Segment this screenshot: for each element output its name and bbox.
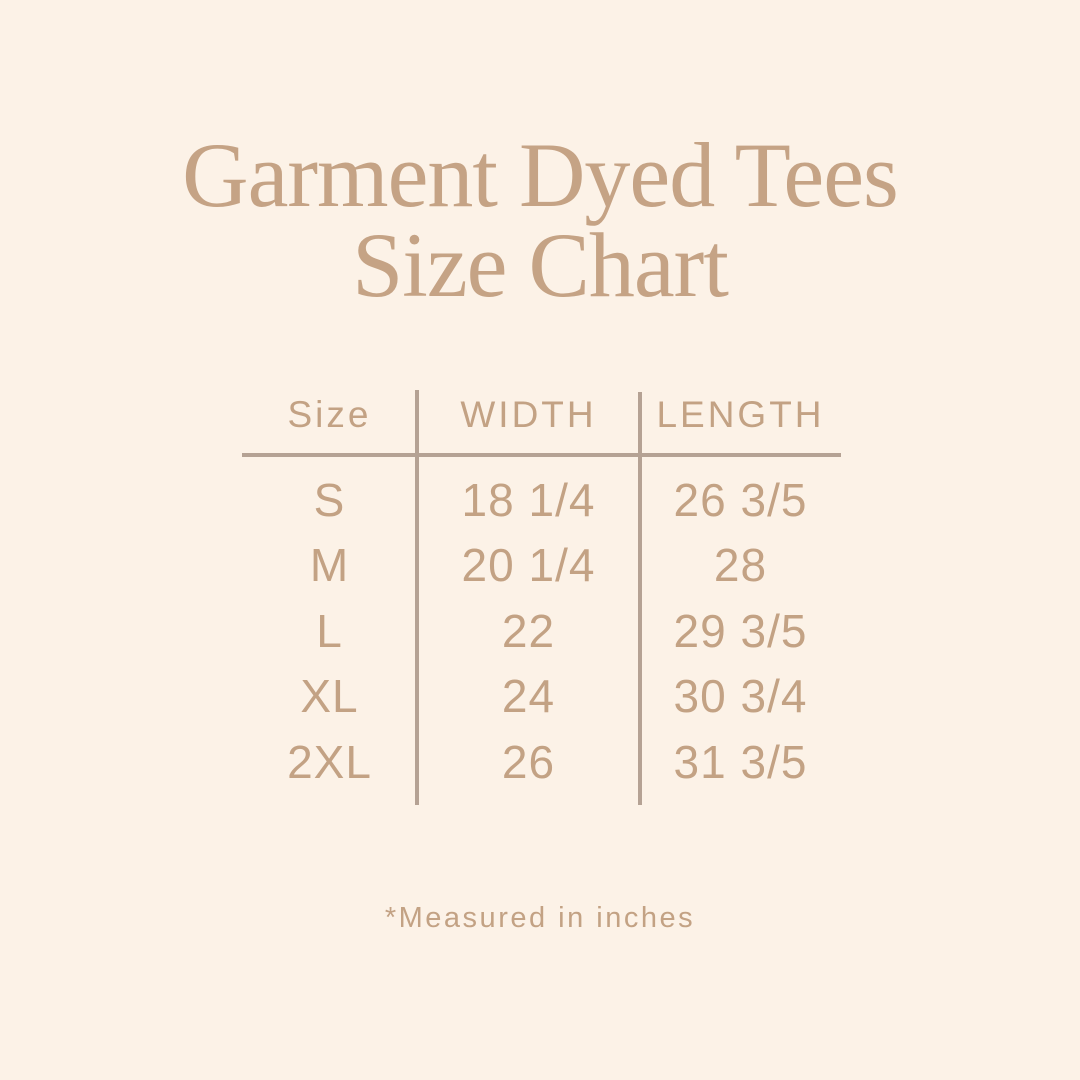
size-table-body: S 18 1/4 26 3/5 M 20 1/4 28 L 22 29 3/5 … bbox=[242, 467, 841, 795]
row-2xl-length: 31 3/5 bbox=[673, 735, 808, 788]
header-divider bbox=[242, 453, 841, 457]
row-s-size: S bbox=[313, 473, 346, 526]
row-xl-size: XL bbox=[300, 670, 359, 723]
row-m-length: 28 bbox=[713, 539, 768, 592]
row-xl-length: 30 3/4 bbox=[673, 670, 808, 723]
row-s-length: 26 3/5 bbox=[673, 473, 808, 526]
measurement-footnote: *Measured in inches bbox=[384, 901, 696, 934]
page-title: Garment Dyed Tees Size Chart bbox=[0, 124, 1080, 316]
column-header-length: LENGTH bbox=[656, 394, 825, 435]
page-title-line2: Size Chart bbox=[352, 214, 729, 316]
row-l-length: 29 3/5 bbox=[673, 604, 808, 657]
row-xl-width: 24 bbox=[501, 670, 556, 723]
row-2xl-size: 2XL bbox=[287, 735, 372, 788]
column-header-width: WIDTH bbox=[460, 394, 597, 435]
column-divider-1 bbox=[415, 390, 419, 805]
column-divider-2 bbox=[638, 392, 642, 805]
column-header-size: Size bbox=[287, 394, 372, 435]
size-table-header: Size WIDTH LENGTH bbox=[242, 385, 841, 445]
row-2xl-width: 26 bbox=[501, 735, 556, 788]
row-m-size: M bbox=[309, 539, 350, 592]
row-l-size: L bbox=[316, 604, 343, 657]
page-title-line1: Garment Dyed Tees bbox=[182, 124, 899, 226]
row-m-width: 20 1/4 bbox=[461, 539, 596, 592]
row-s-width: 18 1/4 bbox=[461, 473, 596, 526]
row-l-width: 22 bbox=[501, 604, 556, 657]
